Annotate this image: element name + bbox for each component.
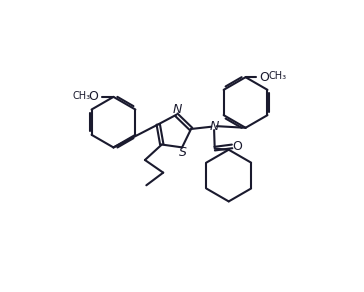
Text: O: O [260, 71, 270, 84]
Text: N: N [209, 120, 219, 133]
Text: O: O [232, 140, 242, 153]
Text: CH₃: CH₃ [269, 71, 287, 81]
Text: O: O [88, 90, 98, 103]
Text: S: S [179, 146, 187, 159]
Text: N: N [172, 103, 182, 117]
Text: CH₃: CH₃ [72, 91, 90, 101]
